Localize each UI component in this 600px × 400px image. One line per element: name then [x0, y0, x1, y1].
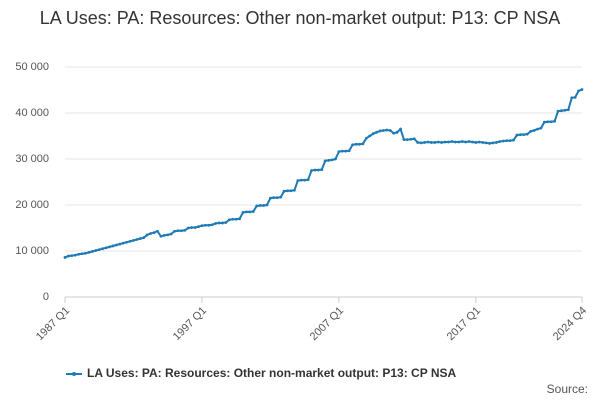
legend-label: LA Uses: PA: Resources: Other non-market… [87, 366, 457, 380]
chart-title: LA Uses: PA: Resources: Other non-market… [39, 8, 561, 28]
y-tick-label: 0 [43, 291, 49, 303]
x-tick-label: 1987 Q1 [34, 305, 72, 343]
source: Source: [547, 382, 588, 396]
y-tick-label: 10 000 [15, 245, 49, 257]
x-tick-label: 2024 Q4 [551, 305, 589, 343]
x-tick-label: 2017 Q1 [445, 305, 483, 343]
series-line [63, 88, 584, 259]
y-tick-label: 30 000 [15, 153, 49, 165]
y-tick-label: 40 000 [15, 107, 49, 119]
x-tick-label: 2007 Q1 [308, 305, 346, 343]
y-tick-label: 20 000 [15, 199, 49, 211]
x-tick-label: 1997 Q1 [171, 305, 209, 343]
y-tick-label: 50 000 [15, 61, 49, 73]
legend-symbol-dot [72, 372, 76, 376]
